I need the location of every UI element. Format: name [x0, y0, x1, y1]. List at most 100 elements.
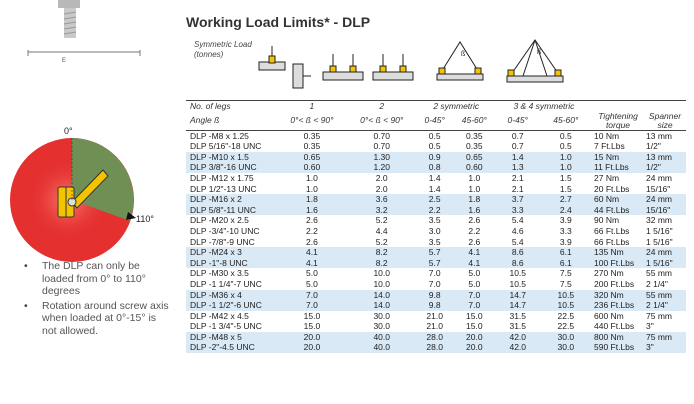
value-cell: 10.0 — [373, 268, 390, 279]
header-angle-3: 0-45° — [416, 111, 453, 131]
header-blank — [644, 99, 686, 112]
value-cell: 600 Nm — [594, 310, 624, 321]
value-cell: 0.8 — [416, 162, 453, 173]
value-cell: 0.7 — [511, 141, 524, 152]
table-row: DLP -M42 x 4.5 15.0 30.0 21.0 15.0 31.5 22.5 60… — [186, 311, 686, 322]
value-cell: 1 5/16" — [646, 236, 673, 247]
product-name-cell: DLP -M12 x 1.75 — [190, 172, 254, 183]
value-cell: 15.0 — [466, 310, 483, 321]
value-cell: 9.8 — [416, 289, 453, 301]
value-cell: 7.0 — [277, 300, 347, 311]
one-leg-side-icon — [292, 63, 304, 89]
value-cell: 27 Nm — [594, 172, 620, 183]
value-cell: 55 mm — [646, 268, 672, 279]
value-cell: 3" — [646, 321, 654, 332]
angle-110-label: 110° — [136, 214, 154, 224]
value-cell: 21.0 — [426, 321, 443, 332]
value-cell: 1 5/16" — [644, 257, 686, 269]
value-cell: 5.0 — [305, 278, 318, 289]
product-name-cell: DLP 5/16"-18 UNC — [190, 141, 262, 152]
value-cell: 55 mm — [644, 289, 686, 301]
note-item: Rotation around screw axis when loaded a… — [22, 300, 172, 338]
value-cell: 1.4 — [495, 151, 540, 163]
value-cell: 1.0 — [468, 172, 481, 183]
product-name-cell: DLP -M24 x 3 — [186, 247, 277, 258]
value-cell: 0.7 — [511, 130, 524, 141]
value-cell: 28.0 — [416, 342, 453, 354]
value-cell: 1.5 — [559, 172, 572, 183]
header-3-4-symmetric: 3 & 4 symmetric — [495, 99, 592, 112]
value-cell: 5.0 — [305, 268, 318, 279]
value-cell: 14.0 — [346, 289, 417, 301]
value-cell: 1.0 — [468, 183, 481, 194]
value-cell: 44 Ft.Lbs — [592, 204, 644, 216]
product-name-cell: DLP -M10 x 1.5 — [186, 151, 277, 163]
value-cell: 14.0 — [346, 300, 417, 311]
value-cell: 1.0 — [305, 172, 318, 183]
value-cell: 3.3 — [559, 225, 572, 236]
product-name-cell: DLP -1"-8 UNC — [186, 257, 277, 269]
svg-text:ß: ß — [537, 49, 541, 56]
table-row: DLP 1/2"-13 UNC 1.0 2.0 1.4 1.0 2.1 1.5 20 Ft.L… — [186, 184, 686, 195]
table-row: DLP -1 1/2"-6 UNC 7.0 14.0 9.8 7.0 14.7 10.5 23… — [186, 300, 686, 311]
product-name-cell: DLP -M30 x 3.5 — [190, 268, 249, 279]
value-cell: 5.0 — [468, 278, 481, 289]
value-cell: 5.4 — [511, 236, 524, 247]
header-angle-4: 45-60° — [452, 111, 496, 131]
value-cell: 3.6 — [346, 194, 417, 205]
table-row: DLP -1 3/4"-5 UNC 15.0 30.0 21.0 15.0 31.5 22.… — [186, 321, 686, 332]
value-cell: 4.1 — [277, 257, 347, 269]
value-cell: 0.5 — [559, 130, 572, 141]
value-cell: 800 Nm — [592, 331, 644, 343]
value-cell: 3.9 — [559, 236, 572, 247]
table-row: DLP -M12 x 1.75 1.0 2.0 1.4 1.0 2.1 1.5 27 Nm 24… — [186, 173, 686, 184]
value-cell: 10.5 — [509, 278, 527, 289]
value-cell: 24 mm — [644, 194, 686, 205]
table-row: DLP -M20 x 2.5 2.6 5.2 3.5 2.6 5.4 3.9 90 Nm 32 … — [186, 215, 686, 226]
dimension-line: E — [27, 50, 141, 64]
value-cell: 21.0 — [426, 310, 443, 321]
value-cell: 10.5 — [509, 268, 527, 279]
value-cell: 15.0 — [466, 321, 483, 332]
value-cell: 1/2" — [644, 162, 686, 173]
table-row: DLP -M16 x 2 1.8 3.6 2.5 1.8 3.7 2.7 60 Nm 24 mm — [186, 194, 686, 205]
value-cell: 15.0 — [303, 310, 321, 321]
header-blank — [592, 99, 644, 112]
value-cell: 8.6 — [495, 257, 540, 269]
value-cell: 8.6 — [495, 247, 540, 258]
product-name-cell: DLP -7/8"-9 UNC — [190, 236, 255, 247]
header-2-legs: 2 — [346, 99, 417, 112]
value-cell: 0.35 — [466, 141, 483, 152]
value-cell: 5.2 — [375, 215, 388, 226]
header-angle-2: 0°< ß < 90° — [346, 111, 417, 131]
table-row: DLP 5/16"-18 UNC 0.35 0.70 0.5 0.35 0.7 0.5 7 F… — [186, 141, 686, 152]
value-cell: 22.5 — [557, 310, 575, 321]
value-cell: 0.60 — [277, 162, 347, 173]
value-cell: 90 Nm — [594, 215, 620, 226]
value-cell: 1.0 — [539, 151, 592, 163]
symmetric-load-label: Symmetric Load (tonnes) — [194, 40, 252, 59]
value-cell: 4.1 — [277, 247, 347, 258]
working-load-table: No. of legs 1 2 2 symmetric 3 & 4 symmet… — [186, 99, 686, 354]
value-cell: 14.7 — [495, 300, 540, 311]
value-cell: 1.0 — [305, 183, 318, 194]
value-cell: 6.1 — [539, 257, 592, 269]
value-cell: 7.0 — [452, 289, 496, 301]
value-cell: 15/16" — [646, 183, 671, 194]
value-cell: 0.70 — [373, 141, 390, 152]
product-name-cell: DLP -3/4"-10 UNC — [190, 225, 260, 236]
notes-list: The DLP can only be loaded from 0° to 11… — [22, 260, 172, 339]
value-cell: 0.65 — [452, 151, 496, 163]
value-cell: 42.0 — [495, 342, 540, 354]
value-cell: 20.0 — [452, 331, 496, 343]
value-cell: 0.5 — [559, 141, 572, 152]
table-row: DLP -1"-8 UNC 4.1 8.2 5.7 4.1 8.6 6.1 100 Ft.Lb… — [186, 257, 686, 269]
value-cell: 24 mm — [644, 247, 686, 258]
table-row: DLP 5/8"-11 UNC 1.6 3.2 2.2 1.6 3.3 2.4 44 Ft.L… — [186, 204, 686, 216]
value-cell: 236 Ft.Lbs — [592, 300, 644, 311]
loading-angle-diagram: 0° 110° — [10, 126, 154, 262]
value-cell: 4.4 — [375, 225, 388, 236]
value-cell: 7.0 — [428, 278, 441, 289]
value-cell: 30.0 — [539, 331, 592, 343]
value-cell: 2 1/4" — [646, 278, 668, 289]
